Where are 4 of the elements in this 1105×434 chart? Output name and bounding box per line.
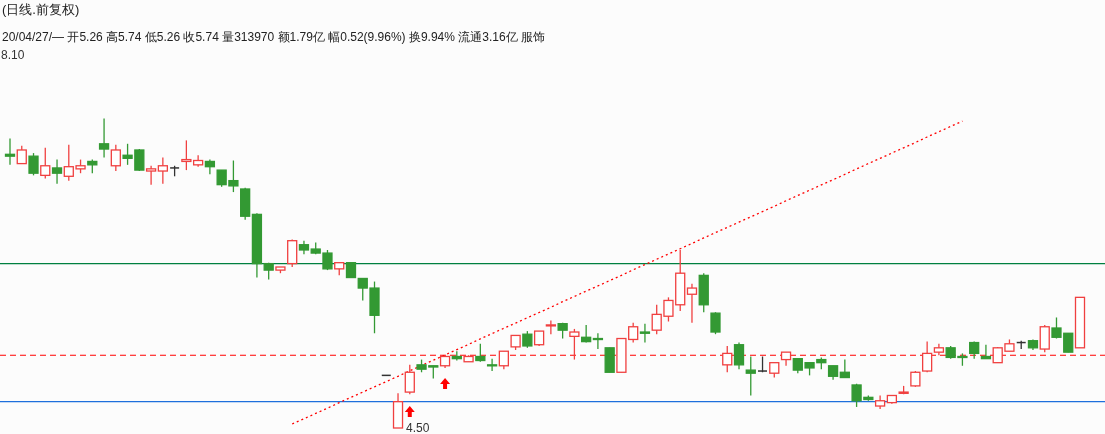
- chart-subtitle: 20/04/27/— 开5.26 高5.74 低5.26 收5.74 量313970 额1.79亿 幅0.52(9.96%) 换9.94% 流通3.16亿 服饰: [2, 30, 545, 44]
- chart-title: (日线.前复权): [2, 2, 80, 17]
- annotation: 4.50: [406, 421, 430, 434]
- text: 8.10: [1, 48, 25, 62]
